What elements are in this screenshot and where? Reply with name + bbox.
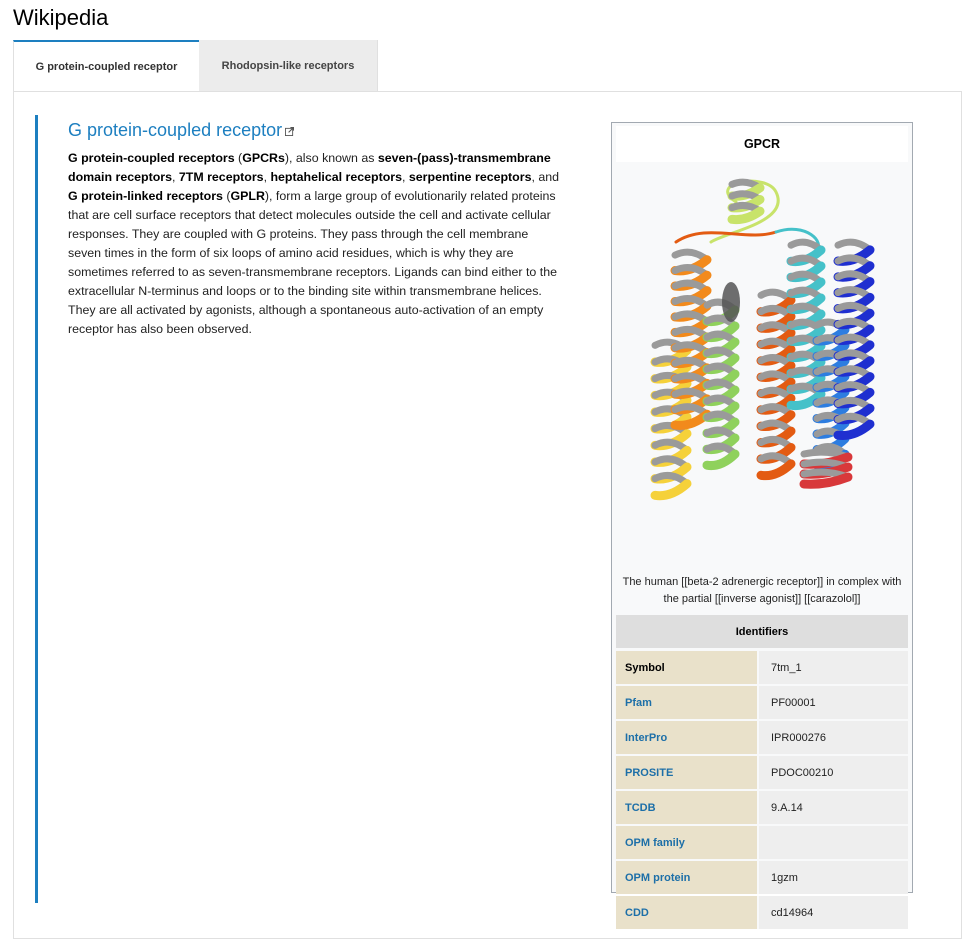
- identifier-row: TCDB 9.A.14: [616, 791, 908, 824]
- orange-loop: [674, 230, 778, 244]
- top-loop: [709, 179, 780, 244]
- identifier-key: Symbol: [616, 651, 757, 684]
- article-text: ,: [402, 170, 409, 184]
- helix-red-orange: [756, 288, 796, 481]
- ligand-carazolol: [722, 282, 740, 322]
- article-text: , and: [531, 170, 560, 184]
- external-link-icon: [285, 127, 295, 136]
- identifier-key[interactable]: InterPro: [616, 721, 757, 754]
- identifier-row: Pfam PF00001: [616, 686, 908, 719]
- article-bold-term: seven-(pass)-transmembrane domain recept…: [68, 151, 551, 184]
- article-bold-term: heptahelical receptors: [270, 170, 402, 184]
- identifier-value: [757, 826, 908, 859]
- article-body: G protein-coupled receptors (GPCRs), als…: [68, 149, 560, 339]
- article-title-link[interactable]: G protein-coupled receptor: [68, 120, 295, 141]
- infobox: GPCR The human [[beta-2 adrenergic recep…: [611, 122, 913, 929]
- identifier-key[interactable]: Pfam: [616, 686, 757, 719]
- article-title-text: G protein-coupled receptor: [68, 120, 283, 140]
- article-text: (: [234, 151, 243, 165]
- identifier-key[interactable]: OPM family: [616, 826, 757, 859]
- identifier-key[interactable]: OPM protein: [616, 861, 757, 894]
- article-text: ), also known as: [284, 151, 378, 165]
- identifier-row: CDD cd14964: [616, 896, 908, 929]
- helix-lime: [727, 178, 765, 225]
- tab-g-protein-coupled-receptor[interactable]: G protein-coupled receptor: [13, 40, 199, 92]
- identifier-row: OPM protein 1gzm: [616, 861, 908, 894]
- app-title: Wikipedia: [13, 5, 109, 30]
- content-panel: G protein-coupled receptor G protein-cou…: [13, 91, 962, 939]
- identifier-key[interactable]: TCDB: [616, 791, 757, 824]
- protein-structure-image: [616, 162, 908, 574]
- identifier-value: PF00001: [757, 686, 908, 719]
- identifier-value: 1gzm: [757, 861, 908, 894]
- article-bold-term: G protein-linked receptors: [68, 189, 223, 203]
- helix-green: [702, 298, 740, 471]
- article-text: (: [222, 189, 231, 203]
- helix-cyan: [786, 238, 826, 411]
- identifier-row: OPM family: [616, 826, 908, 859]
- article: G protein-coupled receptor G protein-cou…: [35, 115, 575, 903]
- identifier-value: 9.A.14: [757, 791, 908, 824]
- article-bold-term: 7TM receptors: [178, 170, 264, 184]
- infobox-title: GPCR: [616, 126, 908, 162]
- article-bold-term: serpentine receptors: [408, 170, 532, 184]
- article-bold-term: G protein-coupled receptors: [68, 151, 235, 165]
- identifier-value: cd14964: [757, 896, 908, 929]
- protein-ribbon-illustration: [650, 178, 875, 501]
- identifier-key[interactable]: PROSITE: [616, 756, 757, 789]
- tab-rhodopsin-like-receptors[interactable]: Rhodopsin-like receptors: [199, 40, 378, 92]
- article-text: ,: [263, 170, 271, 184]
- article-bold-term: GPLR: [230, 189, 265, 203]
- identifiers-table: Symbol 7tm_1 Pfam PF00001 InterPro IPR000276 P…: [616, 649, 908, 931]
- infobox-caption: The human [[beta-2 adrenergic receptor]]…: [622, 576, 902, 605]
- article-bold-term: GPCRs: [242, 151, 285, 165]
- article-text: ,: [171, 170, 179, 184]
- identifier-row: InterPro IPR000276: [616, 721, 908, 754]
- identifier-key[interactable]: CDD: [616, 896, 757, 929]
- identifier-value: IPR000276: [757, 721, 908, 754]
- helix-navy: [833, 238, 875, 441]
- identifier-value: 7tm_1: [757, 651, 908, 684]
- identifier-row: Symbol 7tm_1: [616, 651, 908, 684]
- article-text: ), form a large group of evolutionarily …: [68, 189, 557, 336]
- helix-red: [799, 448, 853, 489]
- tab-bar: G protein-coupled receptor Rhodopsin-lik…: [13, 40, 378, 92]
- identifier-value: PDOC00210: [757, 756, 908, 789]
- identifiers-header: Identifiers: [616, 615, 908, 648]
- identifier-row: PROSITE PDOC00210: [616, 756, 908, 789]
